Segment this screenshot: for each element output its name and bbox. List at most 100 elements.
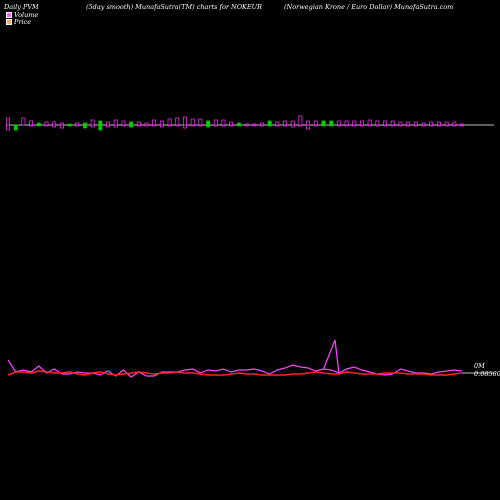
volume-bar <box>259 124 264 127</box>
volume-bar <box>136 121 141 126</box>
volume-bar <box>21 117 26 126</box>
volume-bar <box>429 124 434 127</box>
volume-bar <box>113 119 118 126</box>
volume-bar <box>436 121 441 126</box>
volume-bar <box>167 118 172 126</box>
volume-bar <box>375 124 380 127</box>
volume-bar <box>198 124 203 127</box>
volume-bar <box>413 121 418 126</box>
volume-bar <box>213 119 218 126</box>
volume-bar <box>229 124 234 127</box>
volume-bar <box>190 124 195 127</box>
volume-bar <box>52 121 57 126</box>
volume-bar <box>167 124 172 127</box>
price-line <box>7 370 463 376</box>
volume-bar <box>367 119 372 126</box>
volume-bar <box>175 117 180 126</box>
volume-bar <box>183 124 187 129</box>
volume-bar <box>329 124 334 127</box>
volume-bar <box>336 124 341 127</box>
volume-bar <box>144 124 149 127</box>
volume-bar <box>398 124 403 127</box>
volume-bar <box>106 121 110 126</box>
volume-bar <box>6 124 10 131</box>
volume-bar <box>152 124 157 127</box>
volume-bar <box>152 119 157 126</box>
volume-bar <box>390 124 395 127</box>
volume-bar <box>367 124 372 127</box>
volume-bar <box>75 124 80 127</box>
volume-bar <box>290 124 295 128</box>
volume-bar <box>298 124 303 127</box>
volume-bar <box>129 121 134 126</box>
volume-bar <box>360 124 364 127</box>
volume-bar <box>206 120 211 126</box>
volume-bar <box>98 124 103 131</box>
volume-bar <box>390 120 395 126</box>
volume-bar <box>82 124 87 129</box>
volume-bar <box>90 119 95 126</box>
legend-volume-label: Volume <box>14 11 39 19</box>
volume-bar <box>267 120 272 126</box>
volume-bar <box>444 121 449 126</box>
volume-bar <box>313 124 318 127</box>
volume-bar <box>183 116 187 126</box>
volume-bar <box>121 124 126 127</box>
volume-bar <box>252 124 257 127</box>
volume-bar <box>321 120 326 126</box>
volume-bar <box>121 120 126 126</box>
volume-bar <box>321 124 326 127</box>
volume-bar <box>375 120 380 126</box>
volume-bar <box>275 124 280 127</box>
volume-bar <box>452 124 457 127</box>
legend-price-swatch <box>6 19 12 25</box>
volume-bar <box>313 120 318 126</box>
volume-bar <box>6 117 10 126</box>
legend-price-label: Price <box>14 18 32 26</box>
volume-bar <box>236 124 241 127</box>
volume-bar <box>344 120 349 126</box>
volume-bar <box>198 118 203 126</box>
volume-bar <box>221 119 226 126</box>
volume-bar <box>283 124 287 127</box>
volume-bar <box>306 124 311 130</box>
volume-bar <box>44 124 49 127</box>
volume-bar <box>136 124 141 127</box>
price-axis-label-price: 0.08580 <box>474 370 500 378</box>
chart-label-left: Daily PVM <box>4 3 39 11</box>
chart-title: (5day smooth) MunafaSutra(TM) charts for… <box>86 3 263 11</box>
legend-price: Price <box>6 18 31 26</box>
volume-bar <box>460 124 464 127</box>
volume-bar <box>29 124 34 127</box>
volume-bar <box>283 120 287 126</box>
volume-line-spike <box>322 339 340 374</box>
volume-bar <box>159 120 164 126</box>
volume-bar <box>229 121 234 126</box>
volume-bar <box>36 124 41 127</box>
volume-bar <box>129 124 134 128</box>
volume-bar <box>329 120 334 126</box>
volume-bar <box>52 124 57 128</box>
volume-bar <box>221 124 226 127</box>
volume-bar <box>29 120 34 126</box>
volume-bar <box>244 124 249 127</box>
volume-bar <box>190 118 195 126</box>
volume-bar <box>206 124 211 128</box>
legend-volume-swatch <box>6 12 12 18</box>
volume-bar <box>444 124 449 127</box>
volume-bar <box>421 124 426 127</box>
volume-bar <box>175 124 180 127</box>
volume-bar <box>98 120 103 126</box>
volume-bar <box>306 120 311 126</box>
volume-bar <box>413 124 418 127</box>
volume-bar <box>159 124 164 128</box>
volume-bar <box>452 121 457 126</box>
volume-bar <box>398 121 403 126</box>
volume-bar <box>267 124 272 127</box>
volume-bar <box>436 124 441 127</box>
volume-bar <box>213 124 218 127</box>
volume-bar <box>352 124 357 127</box>
volume-bar <box>13 124 18 131</box>
volume-bar <box>429 121 434 126</box>
